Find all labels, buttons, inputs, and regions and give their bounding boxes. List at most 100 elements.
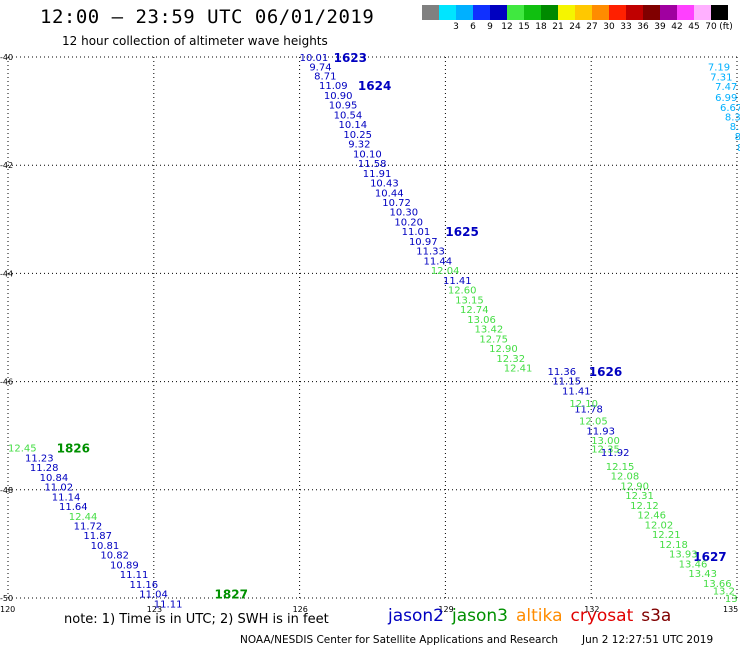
color-scale-swatch — [558, 5, 575, 20]
color-scale-swatch — [490, 5, 507, 20]
legend-entry: altika — [516, 606, 563, 626]
color-scale-label: 42 — [671, 22, 683, 32]
color-scale-swatch — [473, 5, 490, 20]
wave-height-value: 8.0 — [737, 143, 740, 154]
wave-height-value: 11.92 — [601, 448, 630, 459]
color-scale-label: 33 — [620, 22, 632, 32]
wave-height-value: 10.20 — [394, 217, 423, 228]
wave-height-value: 11.01 — [402, 227, 431, 238]
x-tick-label: 135 — [723, 605, 738, 614]
wave-height-value: 8.16 — [730, 122, 740, 133]
wave-height-value: 8.71 — [314, 71, 336, 82]
color-scale-swatch — [660, 5, 677, 20]
wave-height-value: 6.99 — [715, 93, 737, 104]
color-scale-label: 36 — [637, 22, 649, 32]
wave-height-value: 12.21 — [652, 530, 681, 541]
color-scale-swatch — [643, 5, 660, 20]
wave-height-value: 11.28 — [30, 463, 59, 474]
legend-entry: jason2 — [388, 606, 444, 626]
wave-height-value: 11.58 — [358, 159, 387, 170]
wave-height-value: 13.43 — [688, 569, 717, 580]
wave-height-value: 7.31 — [710, 72, 732, 83]
color-scale-label: 3 — [453, 22, 459, 32]
color-scale-label: 30 — [603, 22, 615, 32]
y-tick-label: -48 — [0, 486, 13, 495]
wave-height-value: 12.31 — [625, 491, 654, 502]
wave-height-value: 7.19 — [708, 63, 730, 74]
wave-height-value: 11.44 — [424, 256, 453, 267]
y-tick-label: -42 — [0, 161, 13, 170]
wave-height-value: 8.1 — [735, 132, 740, 143]
wave-height-value: 12.08 — [611, 472, 640, 483]
wave-height-value: 10.43 — [370, 179, 399, 190]
chart-subtitle: 12 hour collection of altimeter wave hei… — [62, 34, 328, 48]
color-scale-swatch — [694, 5, 711, 20]
color-scale-unit: (ft) — [719, 22, 733, 32]
wave-height-value: 13.00 — [591, 436, 620, 447]
wave-height-value: 11.23 — [25, 453, 54, 464]
wave-height-value: 13.46 — [679, 559, 708, 570]
color-scale-label: 39 — [654, 22, 666, 32]
color-scale-label: 70 — [705, 22, 717, 32]
y-tick-label: -44 — [0, 269, 13, 278]
color-scale-label: 27 — [586, 22, 598, 32]
color-scale-swatch — [626, 5, 643, 20]
wave-height-value: 10.54 — [334, 110, 363, 121]
wave-height-value: 12.41 — [504, 364, 533, 375]
wave-height-value: 10.84 — [40, 473, 69, 484]
generation-timestamp: Jun 2 12:27:51 UTC 2019 — [582, 634, 714, 646]
wave-height-value: 12.02 — [645, 520, 674, 531]
wave-height-value: 11.09 — [319, 81, 348, 92]
color-scale-label: 24 — [569, 22, 581, 32]
wave-height-value: 11.91 — [363, 169, 392, 180]
color-scale-swatch — [524, 5, 541, 20]
wave-height-value: 10.81 — [91, 541, 120, 552]
pass-time-label: 1626 — [589, 365, 622, 379]
wave-height-value: 11.15 — [552, 377, 581, 388]
color-scale-label: 9 — [487, 22, 493, 32]
wave-height-value: 12.18 — [659, 540, 688, 551]
wave-height-value: 10.95 — [329, 101, 358, 112]
wave-height-value: 12.35 — [591, 445, 620, 456]
color-scale-swatch — [592, 5, 609, 20]
wave-height-value: 10.90 — [324, 91, 353, 102]
color-scale-swatch — [609, 5, 626, 20]
wave-height-value: 12.75 — [479, 334, 508, 345]
wave-height-value: 8.36 — [725, 113, 740, 124]
wave-height-value: 7.47 — [715, 82, 737, 93]
x-tick-label: 120 — [0, 605, 15, 614]
wave-height-value: 11.87 — [83, 531, 112, 542]
wave-height-value: 11.11 — [154, 599, 183, 610]
wave-height-value: 13 — [725, 594, 738, 605]
wave-height-value: 10.89 — [110, 560, 139, 571]
wave-height-value: 10.72 — [382, 198, 411, 209]
wave-height-value: 13.06 — [467, 315, 496, 326]
wave-height-value: 11.11 — [120, 570, 149, 581]
wave-height-value: 13.2 — [713, 586, 735, 597]
wave-height-value: 13.93 — [669, 550, 698, 561]
pass-time-label: 1625 — [445, 225, 478, 239]
wave-height-value: 11.64 — [59, 502, 88, 513]
color-scale-swatch — [575, 5, 592, 20]
chart-title: 12:00 – 23:59 UTC 06/01/2019 — [40, 6, 375, 28]
wave-height-value: 11.72 — [74, 522, 103, 533]
color-scale-label: 6 — [470, 22, 476, 32]
wave-height-value: 12.60 — [448, 286, 477, 297]
color-scale-swatch — [456, 5, 473, 20]
wave-height-value: 11.16 — [130, 580, 159, 591]
wave-height-value: 11.93 — [586, 426, 615, 437]
wave-height-value: 12.46 — [637, 511, 666, 522]
wave-height-value: 12.12 — [630, 501, 659, 512]
wave-height-value: 11.36 — [547, 367, 576, 378]
y-tick-label: -46 — [0, 378, 13, 387]
wave-height-value: 11.02 — [44, 483, 73, 494]
color-scale-swatch — [541, 5, 558, 20]
wave-height-value: 12.32 — [496, 354, 525, 365]
x-tick-label: 132 — [584, 605, 599, 614]
wave-height-value: 11.14 — [52, 492, 81, 503]
wave-height-value: 10.44 — [375, 188, 404, 199]
wave-height-value: 9.74 — [309, 63, 331, 74]
credit-line: NOAA/NESDIS Center for Satellite Applica… — [240, 634, 558, 646]
